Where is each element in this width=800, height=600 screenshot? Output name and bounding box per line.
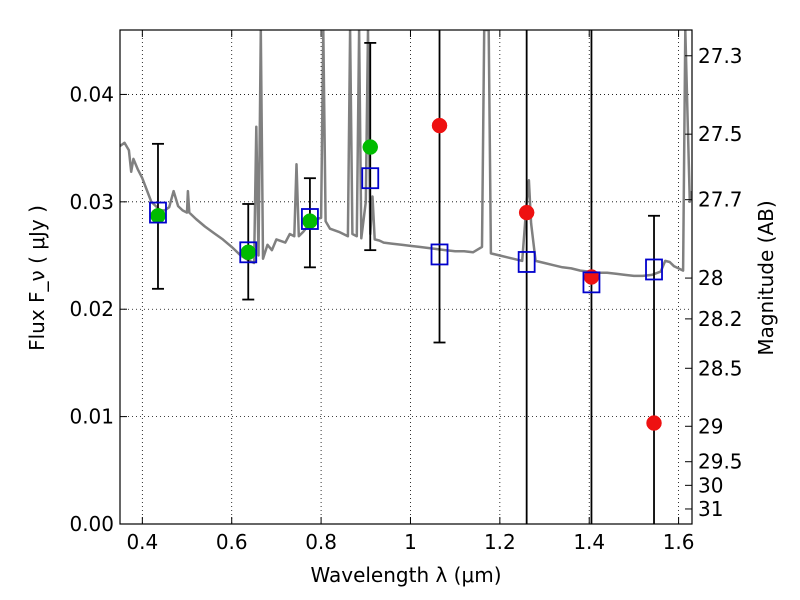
- y2-tick-label: 28: [698, 266, 723, 290]
- y2-tick-label: 29.5: [698, 450, 743, 474]
- open-square-marker: [430, 243, 449, 266]
- open-square-marker: [301, 208, 319, 230]
- open-square-marker: [582, 271, 601, 294]
- y-tick-label: 0.00: [69, 512, 114, 536]
- y2-tick-label: 30: [698, 473, 723, 497]
- y2-tick-label: 27.5: [698, 122, 743, 146]
- y2-tick-label: 27.7: [698, 188, 743, 212]
- x-tick-label: 0.4: [126, 530, 158, 554]
- plot-border: [119, 29, 693, 525]
- open-square-marker: [361, 167, 380, 190]
- y-axis-label: Flux F_ν ( μJy ): [25, 205, 49, 351]
- y-tick-label: 0.02: [69, 297, 114, 321]
- x-tick-label: 0.8: [305, 530, 337, 554]
- x-tick-label: 1.2: [484, 530, 516, 554]
- y2-tick-label: 27.3: [698, 44, 743, 68]
- open-square-marker: [517, 251, 536, 273]
- data-point: [646, 415, 662, 431]
- open-square-marker: [645, 258, 663, 281]
- y2-tick-label: 29: [698, 414, 723, 438]
- x-tick-label: 1.6: [663, 530, 695, 554]
- x-tick-label: 0.6: [216, 530, 248, 554]
- open-square-marker: [149, 201, 167, 224]
- y2-tick-label: 28.2: [698, 307, 743, 331]
- axes-frame: [119, 29, 693, 525]
- y2-tick-label: 28.5: [698, 356, 743, 380]
- data-point: [431, 117, 448, 134]
- plot-background: [120, 30, 692, 524]
- y-tick-label: 0.03: [69, 190, 114, 214]
- model-spectrum: [120, 30, 692, 278]
- data-point: [240, 244, 257, 261]
- x-tick-label: 1.4: [573, 530, 605, 554]
- x-axis-label: Wavelength λ (μm): [310, 563, 501, 587]
- x-tick-label: 1: [404, 530, 417, 554]
- data-point: [518, 204, 535, 221]
- plot-area: [120, 30, 692, 524]
- error-bar: [433, 30, 446, 344]
- error-bar: [648, 214, 661, 524]
- model-spectrum-line: [120, 30, 692, 278]
- ticks: 0.4 0.6 0.8 1 1.2 1.4 1.6 0.00 0.01 0.02 0.03 0.04 2…: [69, 30, 743, 554]
- data-point: [302, 213, 318, 229]
- y-tick-label: 0.04: [69, 82, 114, 106]
- markers: [149, 117, 663, 431]
- y-tick-label: 0.01: [69, 405, 114, 429]
- data-point: [362, 139, 378, 155]
- open-square-marker: [239, 241, 258, 264]
- y2-tick-label: 31: [698, 497, 723, 521]
- data-point: [150, 208, 166, 224]
- y2-axis-label: Magnitude (AB): [754, 200, 778, 355]
